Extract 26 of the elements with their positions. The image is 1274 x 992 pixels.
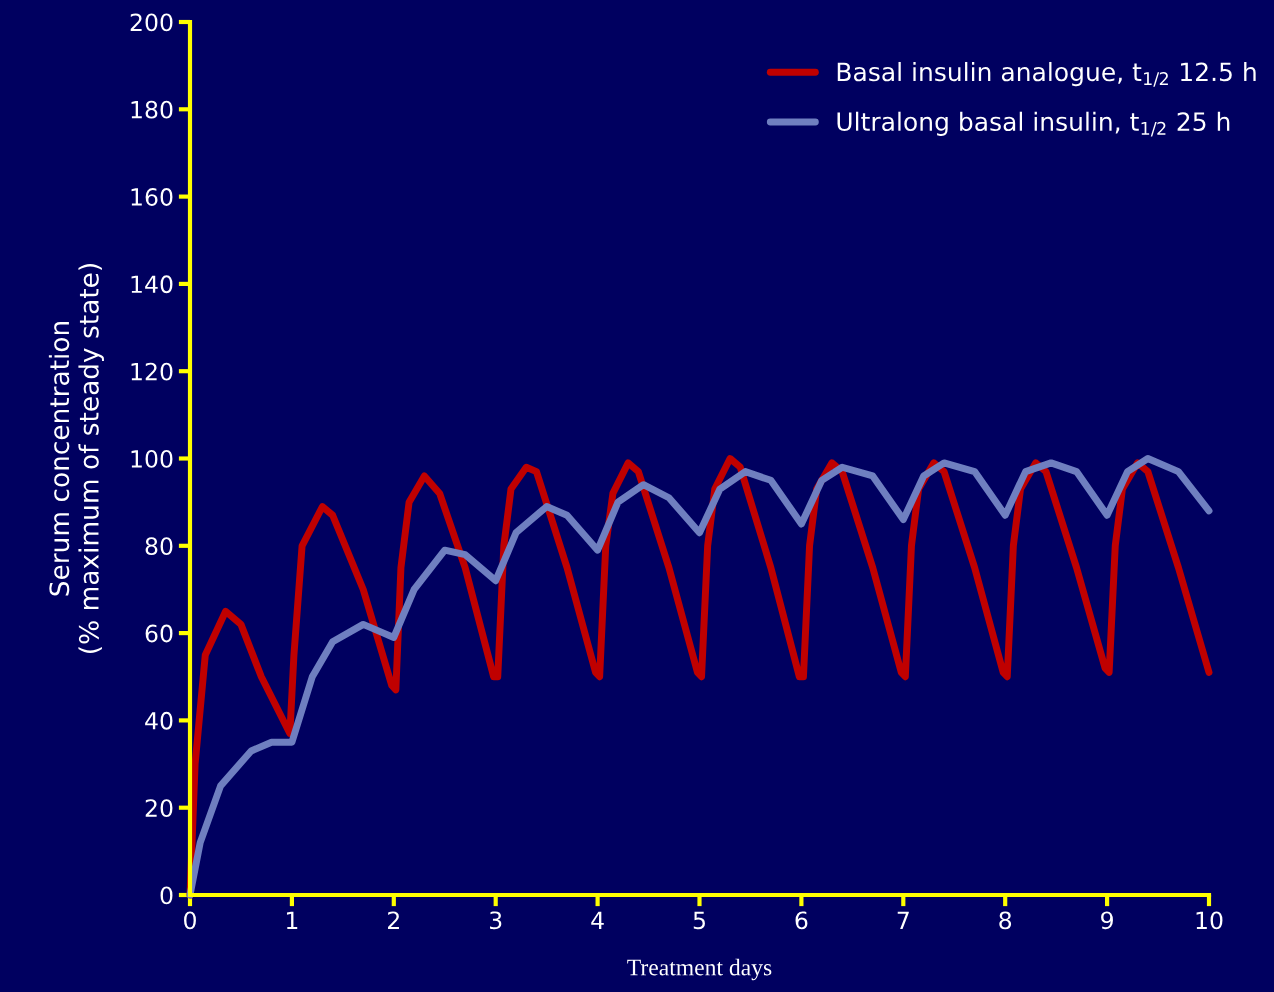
y-tick-label: 160 <box>131 188 173 206</box>
y-tick-label: 40 <box>145 711 173 730</box>
x-tick-label: 6 <box>795 911 808 930</box>
x-tick-label: 3 <box>489 911 502 930</box>
x-tick-label: 8 <box>999 911 1012 930</box>
y-tick-label: 200 <box>130 13 173 32</box>
y-tick-label: 60 <box>145 624 173 643</box>
y-axis-title: Serum concentration (% maximum of steady state) <box>48 264 104 653</box>
x-axis-title: Treatment days <box>627 958 772 981</box>
legend-label: Basal insulin analogue, t$_{1/2}$ 12.5 h <box>837 61 1256 87</box>
x-tick-label: 0 <box>184 911 196 930</box>
x-tick-label: 2 <box>388 911 399 929</box>
y-tick-label: 180 <box>131 100 173 119</box>
y-tick-label: 100 <box>131 449 173 468</box>
x-tick-label: 10 <box>1196 911 1223 930</box>
x-tick-label: 9 <box>1101 911 1113 930</box>
y-tick-label: 140 <box>131 275 173 294</box>
x-tick-label: 5 <box>693 911 705 930</box>
x-tick-label: 7 <box>897 911 909 929</box>
y-tick-label: 120 <box>131 362 173 381</box>
y-tick-label: 20 <box>145 799 173 818</box>
x-tick-label: 4 <box>591 911 604 929</box>
y-tick-label: 0 <box>160 886 173 905</box>
y-tick-label: 80 <box>145 537 173 556</box>
legend-label: Ultralong basal insulin, t$_{1/2}$ 25 h <box>837 111 1230 137</box>
x-tick-label: 1 <box>286 911 298 929</box>
